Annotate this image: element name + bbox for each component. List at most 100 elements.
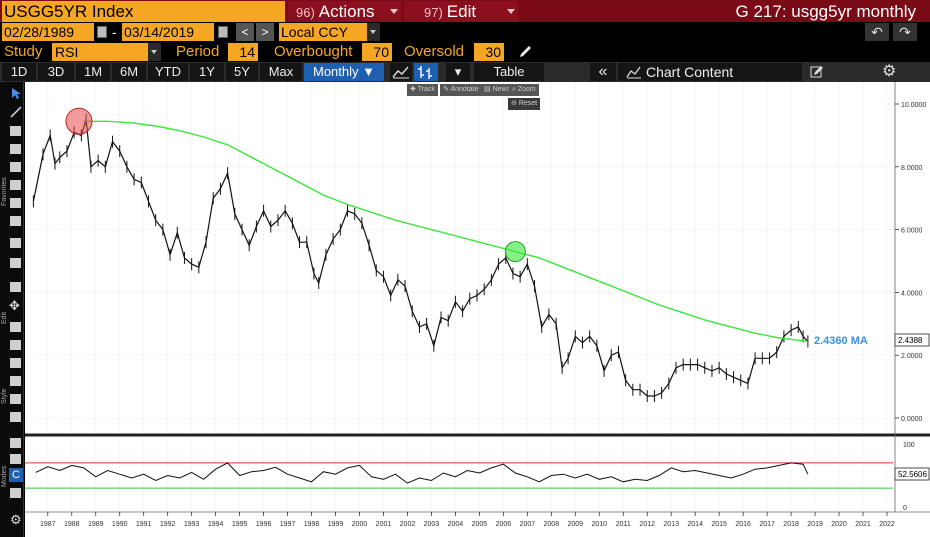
- period-input[interactable]: 14: [228, 43, 258, 61]
- channel-tool-icon[interactable]: [10, 162, 21, 172]
- pencil-icon[interactable]: [518, 45, 534, 59]
- time-tick-label: 2014: [687, 521, 703, 528]
- time-tick-label: 2008: [544, 521, 560, 528]
- period-button-ytd[interactable]: YTD: [148, 63, 188, 81]
- time-tick-label: 1991: [136, 521, 152, 528]
- highlighter-icon[interactable]: [10, 180, 21, 190]
- time-tick-label: 2011: [616, 521, 631, 528]
- study-select[interactable]: RSI: [52, 43, 148, 61]
- crosshair-icon[interactable]: [10, 454, 21, 464]
- table-button[interactable]: Table: [474, 63, 544, 81]
- time-tick-label: 1987: [40, 521, 56, 528]
- chart-type-dropdown-icon[interactable]: ▾: [446, 63, 470, 81]
- edit-menu[interactable]: 97) Edit: [404, 1, 518, 22]
- next-period-button[interactable]: >: [256, 23, 274, 41]
- period-button-5y[interactable]: 5Y: [226, 63, 258, 81]
- time-tick-label: 1997: [280, 521, 296, 528]
- price-tick-label: 8.0000: [901, 165, 923, 172]
- reset-button[interactable]: ⊖ Reset: [508, 98, 541, 110]
- edit-chart-icon[interactable]: [810, 65, 824, 79]
- peak-annotation-circle[interactable]: [65, 107, 93, 135]
- end-calendar-icon[interactable]: [218, 26, 228, 38]
- period-button-6m[interactable]: 6M: [112, 63, 146, 81]
- period-button-1m[interactable]: 1M: [76, 63, 110, 81]
- time-tick-label: 1999: [328, 521, 344, 528]
- overbought-input[interactable]: 70: [362, 43, 392, 61]
- time-tick-label: 2022: [879, 521, 895, 528]
- study-bar: Study RSI Period 14 Overbought 70 Overso…: [0, 42, 930, 62]
- edit-caret-icon: [507, 9, 515, 14]
- previous-period-button[interactable]: <: [236, 23, 254, 41]
- paint-icon[interactable]: [10, 358, 21, 368]
- annotate-tool[interactable]: ✎ Annotate: [440, 84, 482, 96]
- line-tool-icon[interactable]: [10, 282, 21, 292]
- line-style-icon[interactable]: [10, 412, 21, 422]
- fibonacci-icon[interactable]: [10, 144, 21, 154]
- time-tick-label: 2016: [735, 521, 751, 528]
- track-tool[interactable]: ✚ Track: [407, 84, 438, 96]
- time-tick-label: 2010: [591, 521, 607, 528]
- time-tick-label: 2013: [663, 521, 679, 528]
- zoom-tool[interactable]: ⌕ Zoom: [509, 84, 539, 96]
- period-button-1y[interactable]: 1Y: [190, 63, 224, 81]
- news-label: News: [492, 86, 511, 93]
- line-width-icon[interactable]: [10, 394, 21, 404]
- oversold-input[interactable]: 30: [474, 43, 504, 61]
- time-tick-label: 2019: [807, 521, 823, 528]
- price-tick-label: 0.0000: [901, 416, 923, 423]
- rsi-tick-label: 0: [903, 505, 907, 512]
- ma-value-label: 2.4360 MA: [814, 335, 868, 347]
- trash-icon[interactable]: [10, 340, 21, 350]
- cursor-icon[interactable]: [11, 87, 21, 99]
- magnet-icon[interactable]: [10, 438, 21, 448]
- currency-select[interactable]: Local CCY: [279, 23, 367, 41]
- color-swatch-icon[interactable]: [10, 376, 21, 386]
- time-tick-label: 2009: [568, 521, 584, 528]
- snapshot-icon[interactable]: [10, 488, 21, 498]
- collapse-icon[interactable]: «: [590, 63, 616, 81]
- period-button-1d[interactable]: 1D: [2, 63, 36, 81]
- oversold-label: Oversold: [404, 43, 465, 60]
- last-price-tag: [894, 333, 930, 347]
- chart-mode-icon[interactable]: C: [9, 468, 23, 482]
- frequency-select[interactable]: Monthly ▼: [304, 63, 384, 81]
- track-label: Track: [417, 86, 435, 93]
- period-button-max[interactable]: Max: [260, 63, 302, 81]
- news-tool[interactable]: ▤ News: [481, 84, 514, 96]
- chart-toolbar: 1D 3D 1M 6M YTD 1Y 5Y Max Monthly ▼ ▾ Ta…: [0, 62, 930, 82]
- percent-tool-icon[interactable]: [10, 126, 21, 136]
- favorites-section-label: Favorites: [1, 177, 8, 206]
- time-tick-label: 2015: [711, 521, 727, 528]
- chart-content-button[interactable]: Chart Content: [618, 63, 802, 81]
- start-date-field[interactable]: 02/28/1989: [2, 23, 94, 41]
- period-button-3d[interactable]: 3D: [38, 63, 74, 81]
- move-icon[interactable]: ✥: [9, 298, 20, 313]
- toolbar-settings-icon[interactable]: ⚙: [10, 512, 22, 527]
- currency-dropdown-icon[interactable]: [367, 23, 380, 41]
- ticker-field[interactable]: USGG5YR Index: [2, 1, 285, 22]
- settings-gear-icon[interactable]: ⚙: [882, 63, 897, 80]
- end-date-field[interactable]: 03/14/2019: [122, 23, 214, 41]
- window-title: G 217: usgg5yr monthly: [735, 2, 916, 21]
- study-dropdown-icon[interactable]: [148, 43, 161, 61]
- price-axis-ticks: 10.0000 8.0000 6.0000 4.0000 2.0000 0.0000: [895, 102, 926, 423]
- start-calendar-icon[interactable]: [97, 26, 107, 38]
- ma-touch-annotation-circle[interactable]: [504, 241, 526, 263]
- line-chart-icon[interactable]: [390, 63, 412, 81]
- draw-line-icon[interactable]: [10, 106, 22, 118]
- redo-icon[interactable]: ↷: [893, 23, 917, 41]
- price-tick-label: 6.0000: [901, 228, 923, 235]
- actions-menu[interactable]: 96) Actions: [288, 1, 401, 22]
- time-tick-label: 2020: [831, 521, 847, 528]
- price-chart[interactable]: 10.0000 8.0000 6.0000 4.0000 2.0000 0.0000 10…: [25, 82, 930, 537]
- actions-label: Actions: [318, 2, 375, 21]
- time-tick-label: 1990: [112, 521, 128, 528]
- bar-chart-icon[interactable]: [414, 63, 438, 81]
- actions-number: 96): [296, 5, 315, 20]
- pointer-tool-icon[interactable]: [10, 322, 21, 332]
- undo-icon[interactable]: ↶: [865, 23, 889, 41]
- horizontal-line-icon[interactable]: [10, 238, 21, 248]
- layers-icon[interactable]: [10, 258, 21, 268]
- pen-tool-icon[interactable]: [10, 198, 21, 208]
- brush-tool-icon[interactable]: [10, 216, 21, 226]
